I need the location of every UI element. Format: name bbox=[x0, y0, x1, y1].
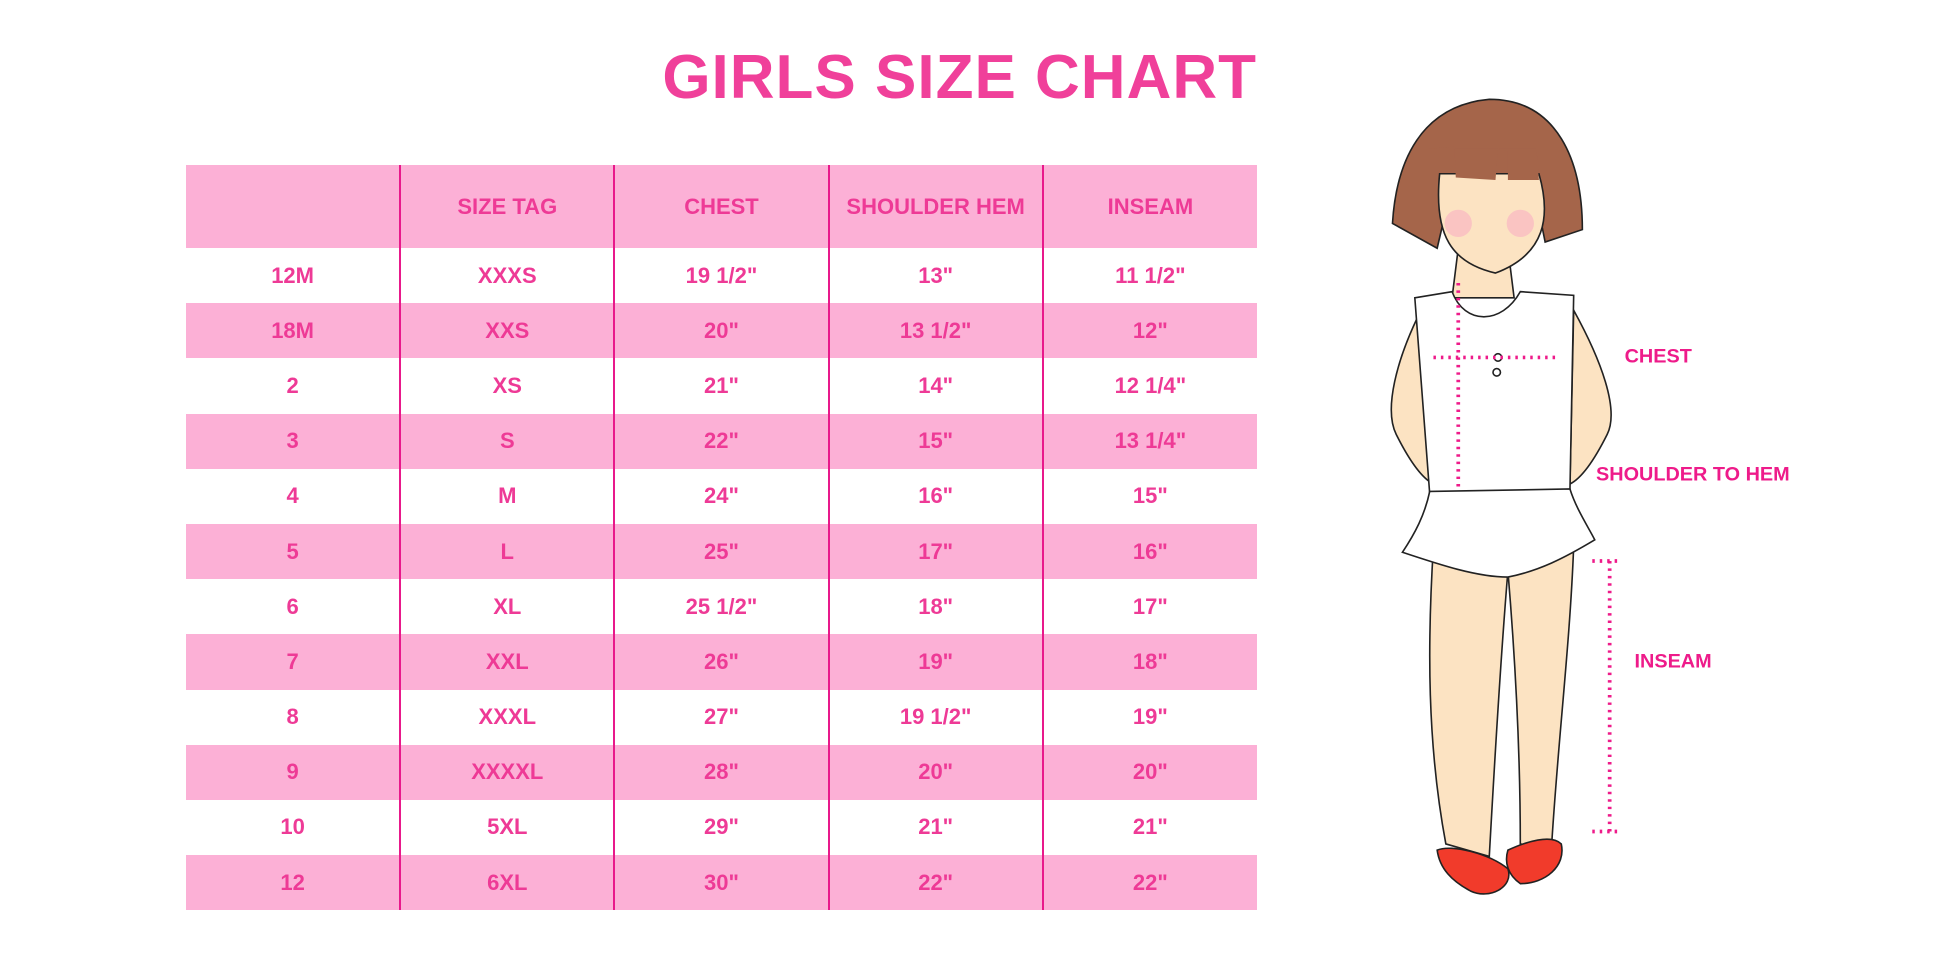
table-cell: 2 bbox=[286, 372, 299, 398]
table-cell: 6XL bbox=[399, 855, 615, 911]
table-cell: 3 bbox=[186, 413, 401, 469]
shirt bbox=[1413, 290, 1575, 495]
table-cell: 13 1/2" bbox=[827, 303, 1043, 359]
legs bbox=[1428, 545, 1575, 858]
table-cell: 12M bbox=[271, 262, 314, 288]
table-cell: 17" bbox=[827, 523, 1043, 580]
table-cell: 21" bbox=[827, 799, 1043, 856]
inseam-label: INSEAM bbox=[1634, 651, 1711, 673]
table-cell: 8 bbox=[286, 704, 299, 730]
header-row: SIZE TAG CHEST SHOULDER HEM INSEAM bbox=[186, 165, 1257, 248]
right-arm bbox=[1569, 307, 1612, 486]
table-cell: XXXS bbox=[399, 248, 615, 304]
table-cell: 19" bbox=[827, 634, 1043, 690]
column-header: INSEAM bbox=[1041, 165, 1257, 248]
table-cell: XL bbox=[399, 579, 615, 635]
chest-label: CHEST bbox=[1625, 345, 1692, 367]
column-header: CHEST bbox=[613, 165, 829, 248]
table-cell: 13" bbox=[827, 248, 1043, 304]
table-cell: 5 bbox=[186, 523, 401, 580]
column-header: SIZE TAG bbox=[399, 165, 615, 248]
table-cell: 22" bbox=[827, 855, 1043, 911]
table-cell: S bbox=[399, 413, 615, 469]
right-shoe bbox=[1505, 838, 1563, 885]
table-cell: 16" bbox=[827, 468, 1043, 524]
face bbox=[1437, 172, 1546, 274]
left-shoe bbox=[1436, 847, 1510, 895]
table-cell: 28" bbox=[613, 744, 829, 800]
table-cell: 16" bbox=[1041, 523, 1257, 580]
table-cell: XS bbox=[399, 358, 615, 414]
table-row: 2 XS 21" 14" 12 1/4" bbox=[186, 358, 1257, 414]
table-cell: 25 1/2" bbox=[613, 579, 829, 635]
table-cell: 11 1/2" bbox=[1041, 248, 1257, 304]
table-cell: 25" bbox=[613, 523, 829, 580]
table-cell: 4 bbox=[286, 483, 299, 509]
table-row: 5 L 25" 17" 16" bbox=[186, 523, 1257, 580]
table-cell: 22" bbox=[1041, 855, 1257, 911]
table-cell: 15" bbox=[827, 413, 1043, 469]
table-cell: 27" bbox=[613, 689, 829, 745]
table-cell: 12 1/4" bbox=[1041, 358, 1257, 414]
table-cell: 26" bbox=[613, 634, 829, 690]
table-cell: 21" bbox=[613, 358, 829, 414]
size-chart-table: SIZE TAG CHEST SHOULDER HEM INSEAM 12M XXXS 1… bbox=[186, 165, 1257, 911]
table-cell: 15" bbox=[1041, 468, 1257, 524]
table-cell: XXXL bbox=[399, 689, 615, 745]
table-cell: 7 bbox=[186, 634, 401, 690]
table-cell: 9 bbox=[186, 744, 401, 800]
table-cell: 12 bbox=[186, 855, 401, 911]
table-row: 9 XXXXL 28" 20" 20" bbox=[186, 744, 1257, 800]
table-row: 4 M 24" 16" 15" bbox=[186, 468, 1257, 524]
table-cell: 30" bbox=[613, 855, 829, 911]
table-cell: 20" bbox=[1041, 744, 1257, 800]
table-cell: 19 1/2" bbox=[827, 689, 1043, 745]
table-cell: 18" bbox=[1041, 634, 1257, 690]
table-cell: XXXXL bbox=[399, 744, 615, 800]
skirt bbox=[1401, 488, 1596, 578]
table-cell: 29" bbox=[613, 799, 829, 856]
table-cell: 18" bbox=[827, 579, 1043, 635]
column-header: SHOULDER HEM bbox=[827, 165, 1043, 248]
table-cell: M bbox=[399, 468, 615, 524]
table-row: 3 S 22" 15" 13 1/4" bbox=[186, 413, 1257, 469]
table-cell: 24" bbox=[613, 468, 829, 524]
table-cell: 6 bbox=[286, 593, 299, 619]
table-cell: 13 1/4" bbox=[1041, 413, 1257, 469]
table-cell: 18M bbox=[186, 303, 401, 359]
table-cell: XXS bbox=[399, 303, 615, 359]
table-cell: 14" bbox=[827, 358, 1043, 414]
page-title: GIRLS SIZE CHART bbox=[662, 43, 1257, 112]
table-cell: XXL bbox=[399, 634, 615, 690]
table-row: 12 6XL 30" 22" 22" bbox=[186, 855, 1257, 911]
table-cell: 20" bbox=[613, 303, 829, 359]
table-cell: 22" bbox=[613, 413, 829, 469]
table-row: 12M XXXS 19 1/2" 13" 11 1/2" bbox=[186, 248, 1257, 304]
shoulder-to-hem-label: SHOULDER TO HEM bbox=[1596, 463, 1790, 485]
table-row: 7 XXL 26" 19" 18" bbox=[186, 634, 1257, 690]
table-cell: 19" bbox=[1041, 689, 1257, 745]
table-cell: 21" bbox=[1041, 799, 1257, 856]
table-cell: 19 1/2" bbox=[613, 248, 829, 304]
table-cell: 20" bbox=[827, 744, 1043, 800]
table-row: 6 XL 25 1/2" 18" 17" bbox=[186, 579, 1257, 635]
table-row: 18M XXS 20" 13 1/2" 12" bbox=[186, 303, 1257, 359]
table-cell: 5XL bbox=[399, 799, 615, 856]
table-cell: L bbox=[399, 523, 615, 580]
table-row: 8 XXXL 27" 19 1/2" 19" bbox=[186, 689, 1257, 745]
table-cell: 12" bbox=[1041, 303, 1257, 359]
table-cell: 17" bbox=[1041, 579, 1257, 635]
table-row: 10 5XL 29" 21" 21" bbox=[186, 799, 1257, 856]
table-cell: 10 bbox=[280, 814, 305, 840]
column-header bbox=[186, 165, 401, 248]
